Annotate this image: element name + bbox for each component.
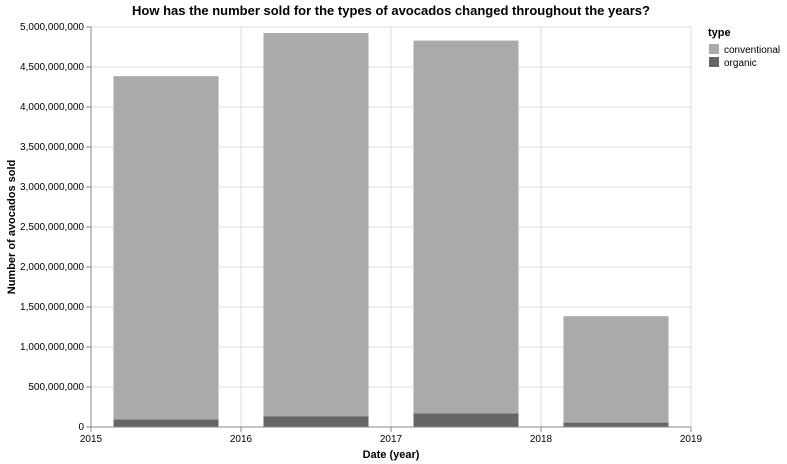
- x-tick-label: 2016: [230, 434, 253, 445]
- y-tick-label: 5,000,000,000: [20, 22, 84, 33]
- bar-conventional-2018: [563, 316, 669, 423]
- bar-organic-2017: [413, 413, 519, 427]
- legend-label-organic: organic: [724, 58, 757, 69]
- bar-conventional-2017: [413, 40, 519, 414]
- y-axis-title: Number of avocados sold: [6, 160, 18, 294]
- y-tick-label: 1,500,000,000: [20, 302, 84, 313]
- y-tick-label: 0: [78, 422, 84, 433]
- x-tick-label: 2019: [680, 434, 703, 445]
- legend-swatch-organic: [709, 57, 719, 67]
- legend: type conventional organic: [708, 27, 780, 69]
- y-tick-label: 3,000,000,000: [20, 182, 84, 193]
- y-tick-label: 4,000,000,000: [20, 102, 84, 113]
- bars: [113, 33, 669, 427]
- legend-swatch-conventional: [709, 44, 719, 54]
- bar-organic-2015: [113, 419, 219, 427]
- chart-title: How has the number sold for the types of…: [132, 3, 650, 18]
- bar-conventional-2015: [113, 76, 219, 420]
- y-tick-label: 3,500,000,000: [20, 142, 84, 153]
- x-axis-title: Date (year): [363, 449, 420, 461]
- axes: 0 500,000,000 1,000,000,000 1,500,000,000 2,…: [20, 22, 703, 445]
- y-tick-label: 500,000,000: [28, 382, 84, 393]
- legend-title: type: [708, 27, 731, 39]
- y-tick-label: 2,500,000,000: [20, 222, 84, 233]
- x-tick-label: 2018: [530, 434, 553, 445]
- legend-label-conventional: conventional: [724, 45, 780, 56]
- x-tick-label: 2017: [380, 434, 403, 445]
- bar-organic-2018: [563, 422, 669, 427]
- y-tick-label: 4,500,000,000: [20, 62, 84, 73]
- bar-conventional-2016: [263, 33, 369, 417]
- y-tick-label: 2,000,000,000: [20, 262, 84, 273]
- bar-organic-2016: [263, 416, 369, 427]
- x-tick-label: 2015: [80, 434, 103, 445]
- y-tick-label: 1,000,000,000: [20, 342, 84, 353]
